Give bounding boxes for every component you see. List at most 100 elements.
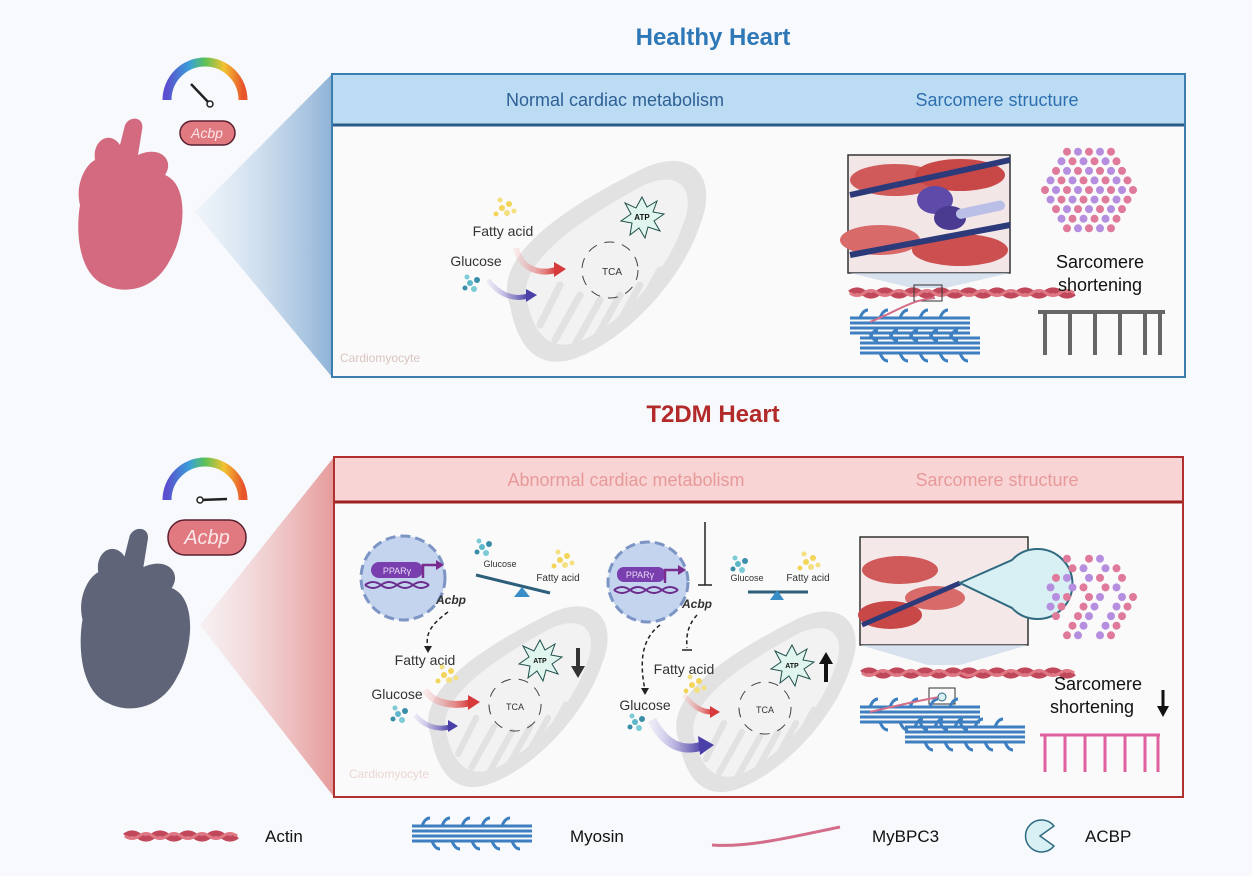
- filament-dot: [1068, 157, 1077, 166]
- filament-dot: [1118, 186, 1126, 194]
- filament-dot: [1046, 176, 1055, 185]
- t2dm-sarcomere-title: Sarcomere structure: [915, 470, 1078, 490]
- t2dm-metabolism-title: Abnormal cardiac metabolism: [507, 470, 744, 490]
- filament-dot: [1068, 621, 1077, 630]
- acbp-label-t2dm: Acbp: [183, 527, 230, 549]
- filament-dot: [1085, 224, 1093, 233]
- filament-dot: [1063, 224, 1071, 233]
- acbp-gene-left: Acbp: [435, 593, 466, 607]
- legend: Actin Myosin MyBPC3 ACBP: [125, 816, 1131, 853]
- sarcomere-zlines-healthy: [1038, 310, 1165, 355]
- filament-dot: [1074, 186, 1082, 194]
- filament-dot: [1041, 186, 1049, 194]
- filament-dot: [1063, 186, 1071, 194]
- acbp-gene-right: Acbp: [681, 597, 712, 611]
- filament-dot: [1118, 612, 1126, 621]
- filament-dot: [1085, 186, 1093, 194]
- filament-dot: [1090, 195, 1099, 204]
- filament-dot: [1101, 176, 1110, 185]
- filament-dot: [1118, 166, 1126, 175]
- atp-label-right: ATP: [785, 663, 799, 670]
- filament-dot: [1107, 166, 1115, 175]
- filament-dot: [1046, 602, 1055, 611]
- filament-dot: [1085, 205, 1093, 214]
- regulation-arrow-glucose: [641, 624, 661, 691]
- glucose-label-right: Glucose: [619, 697, 671, 713]
- filament-dot: [1046, 583, 1055, 592]
- filament-dot: [1090, 214, 1099, 223]
- filament-dot: [1096, 573, 1104, 582]
- glucose-arrow-left: [413, 713, 451, 731]
- filament-dot: [1063, 593, 1071, 601]
- filament-dot: [1096, 186, 1104, 194]
- cardiomyocyte-label-healthy: Cardiomyocyte: [340, 351, 420, 365]
- filament-dot: [1079, 602, 1088, 611]
- pparg-label-left: PPARγ: [383, 566, 412, 576]
- filament-dot: [1074, 205, 1082, 214]
- glucose-arrow-right: [648, 717, 704, 753]
- legend-actin-swatch: [125, 834, 237, 839]
- filament-dot: [1052, 186, 1060, 194]
- zoom-cone-healthy: [195, 74, 332, 377]
- sarcomere-text-t2dm-1: Sarcomere: [1054, 674, 1142, 694]
- seesaw-glucose-left: Glucose: [483, 559, 516, 569]
- seesaw-left: [475, 573, 551, 595]
- filament-dot: [1112, 583, 1121, 592]
- inhibition-arrow-fatty-acid: [686, 614, 698, 649]
- fatty-acid-label-healthy: Fatty acid: [473, 223, 534, 239]
- filament-dot: [1068, 176, 1077, 185]
- filament-dot: [1123, 195, 1132, 204]
- t2dm-panel-header: [335, 458, 1182, 501]
- sarcomere-text-t2dm-2: shortening: [1050, 697, 1134, 717]
- gauge-healthy: [167, 62, 243, 108]
- healthy-metabolism-title: Normal cardiac metabolism: [506, 90, 724, 110]
- sarcomere-inset-t2dm: [858, 536, 1074, 752]
- atp-label-left: ATP: [533, 658, 547, 665]
- filament-dot: [1096, 205, 1104, 214]
- filament-dot: [1079, 621, 1088, 630]
- filament-dot: [1057, 157, 1066, 166]
- filament-dot: [1101, 583, 1110, 592]
- legend-acbp-swatch: [1024, 819, 1056, 853]
- filament-dot: [1057, 214, 1066, 223]
- filament-dot: [1096, 554, 1104, 563]
- filament-dot: [1079, 176, 1088, 185]
- fatty-acid-label-right: Fatty acid: [654, 661, 715, 677]
- filament-dot: [1112, 157, 1121, 166]
- acbp-badge-t2dm: [167, 519, 247, 556]
- filament-dot: [1068, 583, 1077, 592]
- filament-dot: [1046, 195, 1055, 204]
- pparg-label-right: PPARγ: [626, 570, 655, 580]
- filament-dot: [1112, 195, 1121, 204]
- legend-myosin-swatch: [410, 816, 534, 851]
- filament-dot: [1123, 176, 1132, 185]
- filament-dot: [1090, 602, 1099, 611]
- filament-dot: [1052, 612, 1060, 621]
- t2dm-title: T2DM Heart: [646, 401, 779, 428]
- filament-dot: [1063, 205, 1071, 214]
- filament-dot: [1107, 205, 1115, 214]
- tca-label-healthy: TCA: [602, 267, 622, 278]
- filament-dot: [1085, 593, 1093, 601]
- healthy-panel-header: [333, 75, 1184, 125]
- fatty-acid-arrow-left: [421, 687, 471, 708]
- filament-dot: [1074, 166, 1082, 175]
- filament-dot: [1112, 621, 1121, 630]
- lattice-t2dm: [1046, 554, 1137, 640]
- filament-dot: [1074, 147, 1082, 156]
- healthy-heart-icon: [78, 118, 183, 290]
- filament-dot: [1052, 166, 1060, 175]
- glucose-arrow-healthy: [486, 278, 529, 300]
- filament-dot: [1090, 176, 1099, 185]
- acbp-label-healthy: Acbp: [190, 125, 223, 141]
- fatty-acid-label-left: Fatty acid: [395, 652, 456, 668]
- filament-dot: [1057, 176, 1066, 185]
- filament-dot: [1052, 573, 1060, 582]
- filament-dot: [1101, 564, 1110, 573]
- filament-dot: [1096, 166, 1104, 175]
- fatty-acid-arrow-healthy: [513, 247, 557, 275]
- filament-dot: [1107, 631, 1115, 640]
- healthy-title: Healthy Heart: [636, 24, 791, 51]
- filament-dot: [1079, 214, 1088, 223]
- acbp-badge-healthy: [179, 120, 236, 146]
